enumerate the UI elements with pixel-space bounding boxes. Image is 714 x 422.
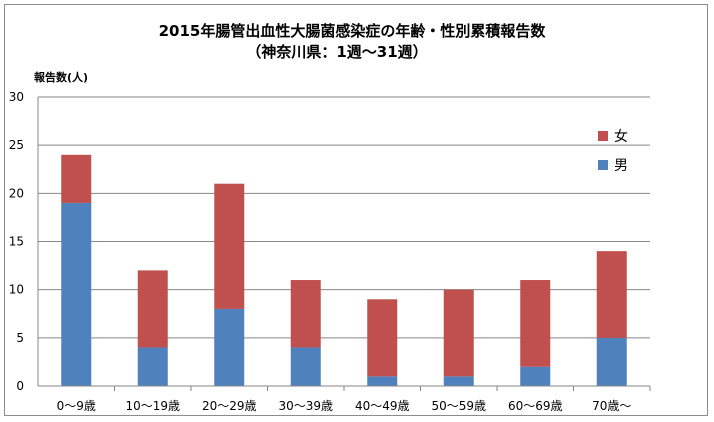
bar-male [137,347,168,386]
bar-male [367,376,398,386]
bar-male [443,376,474,386]
gridlines [38,96,650,339]
bar-male [61,202,92,386]
chart-frame [4,4,708,416]
legend: 女男 [598,128,628,174]
bar-female [290,280,321,348]
legend-swatch [598,131,608,141]
bar-male [214,308,245,386]
axes [37,97,651,391]
legend-label: 女 [614,128,628,145]
legend-swatch [598,160,608,170]
chart-subtitle: （神奈川県：1週～31週） [246,43,427,61]
y-tick-label: 20 [9,186,24,200]
bar-male [520,366,551,386]
bar-female [137,270,168,348]
bar-female [596,251,627,338]
bar-female [214,183,245,309]
x-tick-label: 10～19歳 [125,399,180,413]
bar-male [290,347,321,386]
chart-title: 2015年腸管出血性大腸菌感染症の年齢・性別累積報告数 [159,22,547,40]
y-tick-label: 10 [9,283,24,297]
bar-female [61,154,92,203]
bar-female [520,280,551,367]
x-tick-label: 70歳～ [592,399,631,413]
y-tick-label: 5 [16,331,24,345]
bars [61,154,627,386]
bar-male [596,337,627,386]
x-tick-label: 40～49歳 [355,399,410,413]
x-tick-label: 30～39歳 [278,399,333,413]
y-tick-label: 15 [9,235,24,249]
bar-female [367,299,398,377]
y-tick-label: 0 [16,379,24,393]
x-tick-label: 60～69歳 [508,399,563,413]
legend-label: 男 [614,158,628,174]
x-tick-label: 0～9歳 [57,399,96,413]
y-axis-label: 報告数(人) [34,70,88,84]
x-tick-label: 50～59歳 [431,399,486,413]
x-tick-labels: 0～9歳 10～19歳 20～29歳 30～39歳 40～49歳 50～59歳 60～69歳… [57,399,632,413]
bar-female [443,289,474,377]
y-tick-label: 30 [9,90,24,104]
x-tick-label: 20～29歳 [202,399,257,413]
y-tick-labels: 0 5 10 15 20 25 30 [9,90,24,393]
y-tick-label: 25 [9,138,24,152]
